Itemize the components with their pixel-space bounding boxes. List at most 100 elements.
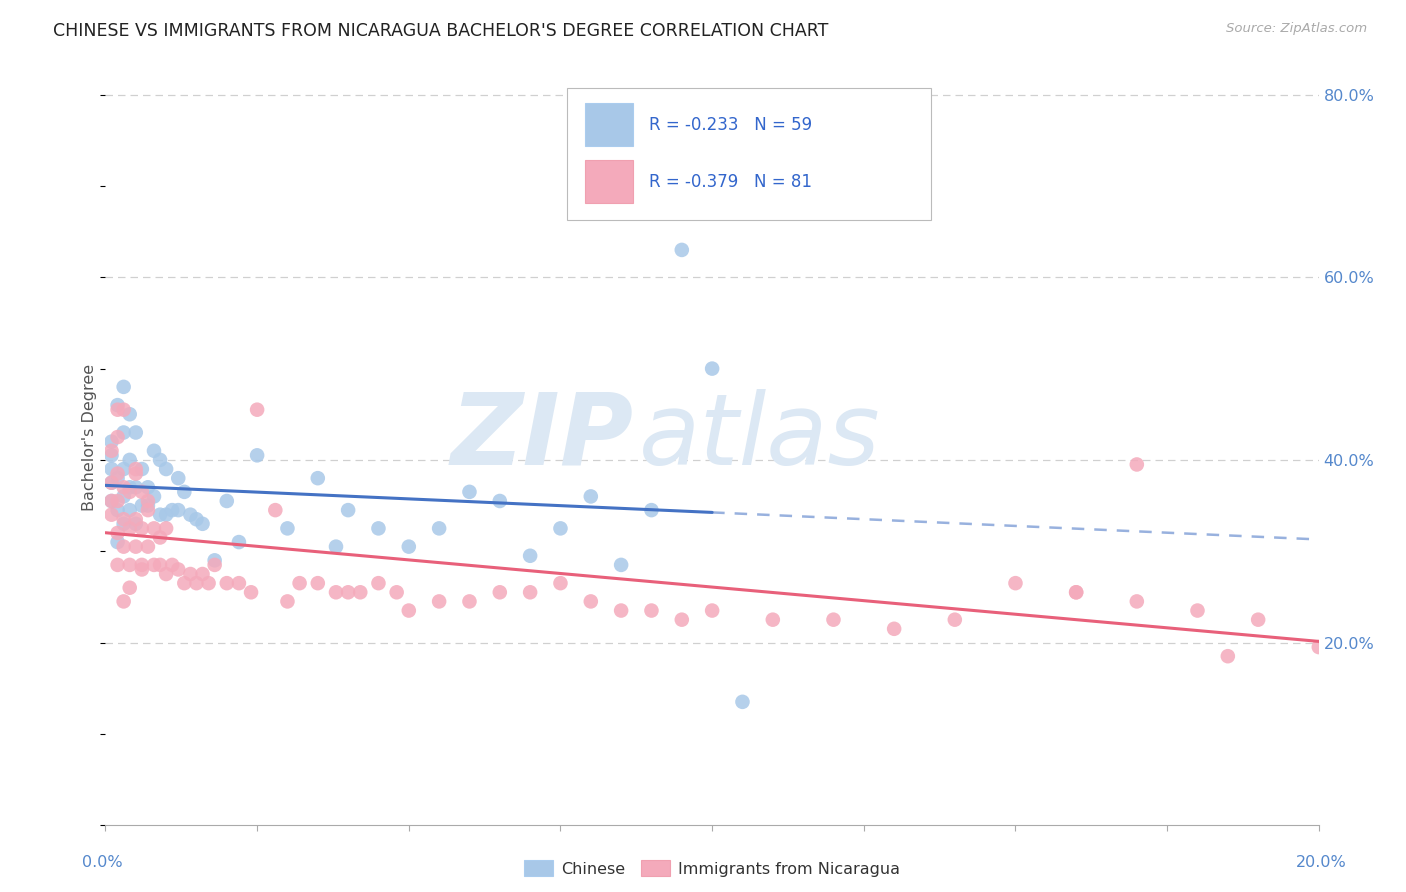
Point [112,462,135,476]
Point [1308,640,1330,654]
Point [136,540,159,554]
Point [337,503,360,517]
Point [1126,458,1149,472]
Point [288,576,311,591]
Point [131,562,153,576]
Point [107,471,129,485]
Point [307,471,329,485]
Point [579,594,602,608]
Point [107,467,129,481]
Point [136,494,159,508]
Text: CHINESE VS IMMIGRANTS FROM NICARAGUA BACHELOR'S DEGREE CORRELATION CHART: CHINESE VS IMMIGRANTS FROM NICARAGUA BAC… [53,22,828,40]
Point [143,490,166,504]
Point [136,480,159,494]
Point [155,521,177,535]
Point [610,558,633,572]
Point [107,430,129,444]
Point [112,425,135,440]
Point [197,576,219,591]
Point [246,402,269,417]
Point [640,503,662,517]
Point [112,490,135,504]
Point [112,380,135,394]
Point [1064,585,1087,599]
Point [1004,576,1026,591]
Point [112,402,135,417]
Point [458,594,481,608]
Point [160,558,183,572]
Point [427,521,450,535]
Point [427,594,450,608]
Point [943,613,966,627]
Point [155,508,177,522]
Point [1126,594,1149,608]
Point [276,521,298,535]
Point [107,494,129,508]
Point [702,603,724,617]
Point [191,516,214,531]
Point [107,525,129,540]
Point [107,558,129,572]
Point [398,540,420,554]
Point [149,558,172,572]
Point [519,549,541,563]
Text: 0.0%: 0.0% [83,855,122,870]
Point [100,448,122,462]
Point [228,535,250,549]
Point [186,576,208,591]
Point [671,613,693,627]
Point [240,585,263,599]
Legend: Chinese, Immigrants from Nicaragua: Chinese, Immigrants from Nicaragua [517,854,907,883]
Point [179,567,201,582]
Point [112,540,135,554]
Point [112,512,135,526]
Text: 20.0%: 20.0% [1296,855,1347,870]
Point [100,462,122,476]
Text: R = -0.379   N = 81: R = -0.379 N = 81 [650,173,813,191]
Point [458,484,481,499]
Point [160,503,183,517]
Point [155,567,177,582]
Point [125,512,148,526]
FancyBboxPatch shape [585,160,633,202]
Point [1064,585,1087,599]
Point [215,576,238,591]
Point [167,471,190,485]
Point [100,475,122,490]
Point [131,462,153,476]
Point [337,585,360,599]
Point [112,594,135,608]
Point [488,585,510,599]
Y-axis label: Bachelor's Degree: Bachelor's Degree [82,364,97,510]
Point [519,585,541,599]
Point [131,558,153,572]
Point [131,521,153,535]
Point [125,540,148,554]
Point [125,467,148,481]
Point [173,576,195,591]
Point [136,499,159,513]
Point [228,576,250,591]
Point [107,398,129,412]
Text: Source: ZipAtlas.com: Source: ZipAtlas.com [1226,22,1367,36]
Point [1187,603,1209,617]
Point [125,462,148,476]
Point [100,475,122,490]
Point [112,480,135,494]
Point [731,695,754,709]
Point [149,531,172,545]
Point [173,484,195,499]
Point [640,603,662,617]
Point [671,243,693,257]
Point [385,585,408,599]
Point [349,585,371,599]
Point [125,516,148,531]
Point [823,613,845,627]
Point [100,434,122,449]
FancyBboxPatch shape [567,87,931,219]
Point [118,581,141,595]
Point [579,490,602,504]
Point [118,558,141,572]
Point [136,503,159,517]
Point [762,613,785,627]
